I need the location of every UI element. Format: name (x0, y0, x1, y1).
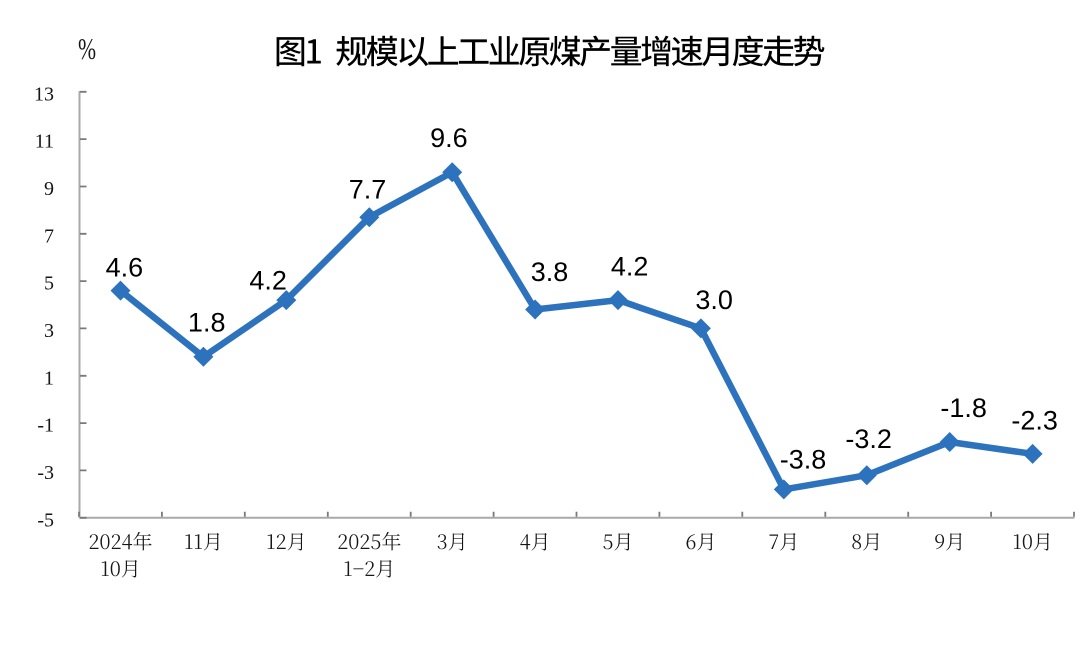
svg-text:9.6: 9.6 (430, 123, 468, 153)
svg-text:-5: -5 (37, 509, 54, 531)
svg-text:-2.3: -2.3 (1011, 406, 1058, 436)
svg-text:1.8: 1.8 (188, 308, 226, 338)
svg-text:13: 13 (34, 83, 54, 105)
svg-text:3.8: 3.8 (531, 257, 569, 287)
svg-text:-1: -1 (37, 415, 54, 437)
svg-text:11: 11 (35, 131, 54, 153)
svg-text:-3: -3 (37, 462, 54, 484)
svg-text:4.2: 4.2 (249, 265, 287, 295)
svg-text:1: 1 (44, 367, 54, 389)
svg-text:4.2: 4.2 (611, 252, 649, 282)
svg-text:7.7: 7.7 (349, 174, 387, 204)
svg-text:9: 9 (44, 178, 54, 200)
svg-text:3.0: 3.0 (695, 285, 733, 315)
svg-text:-3.2: -3.2 (845, 424, 892, 454)
svg-text:7: 7 (44, 225, 54, 247)
svg-text:%: % (78, 31, 96, 66)
svg-text:-1.8: -1.8 (940, 393, 987, 423)
svg-text:-3.8: -3.8 (780, 444, 827, 474)
svg-text:4.6: 4.6 (106, 253, 144, 283)
svg-text:5: 5 (44, 273, 54, 295)
svg-text:3: 3 (44, 320, 54, 342)
